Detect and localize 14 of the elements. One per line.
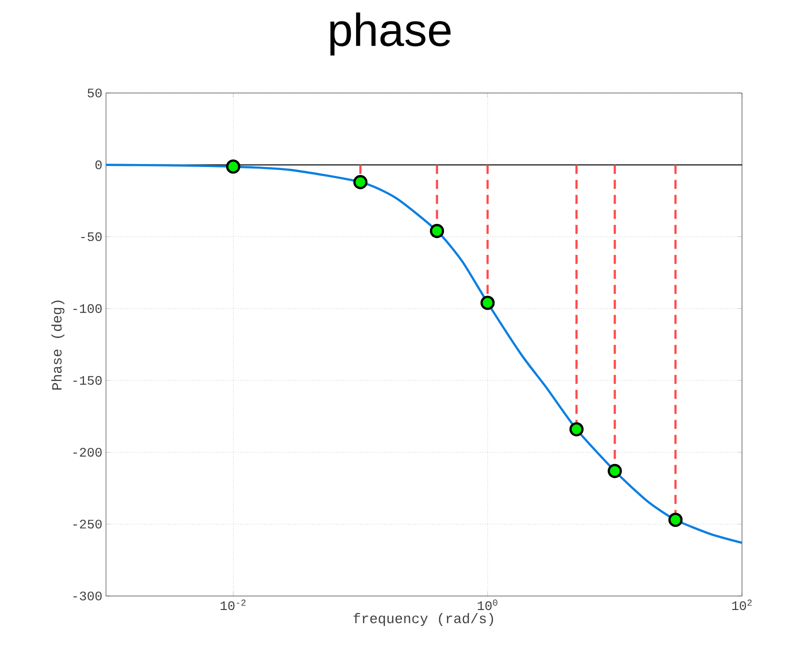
- y-tick-label: -300: [73, 592, 102, 600]
- y-tick-label: -200: [73, 448, 102, 457]
- x-tick-label: 10$^{-2}$: [220, 600, 246, 610]
- y-tick-label: -150: [73, 376, 102, 385]
- y-tick-label: 0: [95, 160, 102, 170]
- x-tick-label: 10$^{2}$: [732, 600, 752, 610]
- y-tick-label: -100: [73, 304, 102, 313]
- x-axis-title: frequency (rad/s): [354, 612, 494, 626]
- chart-title: phase: [330, 12, 451, 56]
- y-axis-title: Phase (deg): [51, 300, 64, 390]
- y-tick-label: -250: [73, 520, 102, 529]
- x-tick-label: 10$^{0}$: [478, 600, 498, 610]
- y-tick-label: 50: [88, 88, 102, 98]
- y-tick-label: -50: [81, 232, 102, 242]
